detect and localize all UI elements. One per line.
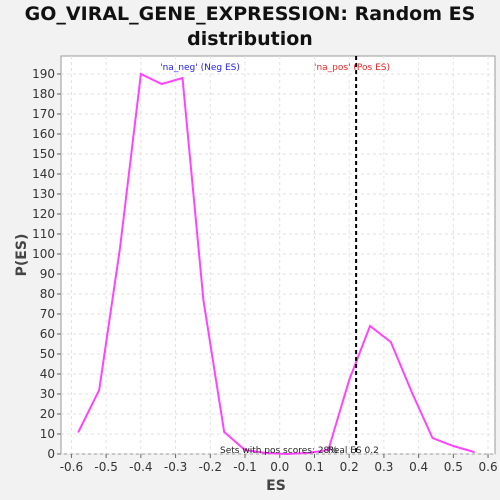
y-tick-label: 10 xyxy=(40,427,55,441)
x-tick-label: 0.6 xyxy=(479,460,498,474)
series-line xyxy=(77,72,475,456)
y-tick-label: 180 xyxy=(32,87,55,101)
x-axis-label: ES xyxy=(266,478,286,494)
y-tick-label: 80 xyxy=(40,287,55,301)
x-tick-label: -0.6 xyxy=(60,460,83,474)
x-tick-label: 0.4 xyxy=(409,460,428,474)
data-point xyxy=(285,453,288,455)
data-point xyxy=(369,325,371,327)
data-point xyxy=(327,449,330,451)
grid-lines xyxy=(61,56,495,455)
data-point xyxy=(98,389,100,391)
series-layer xyxy=(77,72,475,456)
data-point xyxy=(473,451,475,453)
pos-es-annotation: 'na_pos' (Pos ES) xyxy=(314,63,390,73)
y-tick-label: 160 xyxy=(32,127,55,141)
x-tick-label: 0.0 xyxy=(270,460,289,474)
data-point xyxy=(348,379,350,381)
y-tick-label: 70 xyxy=(40,307,55,321)
plot-area xyxy=(60,55,496,455)
y-tick-label: 50 xyxy=(40,347,55,361)
y-axis: 0 10 20 30 40 50 60 70 80 90 100 110 120 130 140 150 160… xyxy=(32,67,61,461)
data-point xyxy=(160,83,163,85)
y-axis-label: P(ES) xyxy=(14,234,30,277)
y-tick-label: 110 xyxy=(32,227,55,241)
x-tick-label: -0.5 xyxy=(94,460,117,474)
x-tick-label: -0.3 xyxy=(164,460,187,474)
y-tick-label: 170 xyxy=(32,107,55,121)
x-tick-label: -0.1 xyxy=(233,460,256,474)
data-point xyxy=(223,431,225,433)
x-tick-label: 0.3 xyxy=(374,460,393,474)
data-point xyxy=(452,445,455,447)
real-es-annotation: Real ES 0.2 xyxy=(328,446,379,456)
y-tick-label: 20 xyxy=(40,407,55,421)
y-tick-label: 100 xyxy=(32,247,55,261)
y-tick-label: 60 xyxy=(40,327,55,341)
y-tick-label: 130 xyxy=(32,187,55,201)
neg-es-annotation: 'na_neg' (Neg ES) xyxy=(160,63,240,73)
chart-title-line1: GO_VIRAL_GENE_EXPRESSION: Random ES xyxy=(24,3,476,25)
y-tick-label: 150 xyxy=(32,147,55,161)
x-axis: -0.6 -0.5 -0.4 -0.3 -0.2 -0.1 0.0 0.1 0.2 0.3 0.4 0… xyxy=(60,454,498,474)
y-tick-label: 190 xyxy=(32,67,55,81)
chart-title-line2: distribution xyxy=(187,28,313,50)
y-tick-label: 140 xyxy=(32,167,55,181)
y-tick-label: 0 xyxy=(47,447,55,461)
y-tick-label: 40 xyxy=(40,367,55,381)
data-point xyxy=(244,449,246,451)
x-tick-label: 0.5 xyxy=(444,460,463,474)
data-point xyxy=(410,391,413,393)
x-tick-label: -0.2 xyxy=(199,460,222,474)
chart-title: GO_VIRAL_GENE_EXPRESSION: Random ES dist… xyxy=(0,2,500,52)
data-point xyxy=(140,73,142,75)
y-tick-label: 120 xyxy=(32,207,55,221)
sets-pos-scores-annotation: Sets with pos scores: 28% xyxy=(220,446,338,456)
x-tick-label: -0.4 xyxy=(129,460,152,474)
data-point xyxy=(265,452,267,454)
y-tick-label: 90 xyxy=(40,267,55,281)
data-point xyxy=(431,437,434,439)
data-point xyxy=(202,299,205,301)
data-point xyxy=(119,247,121,249)
x-tick-label: 0.1 xyxy=(305,460,324,474)
x-tick-label: 0.2 xyxy=(340,460,359,474)
y-tick-label: 30 xyxy=(40,387,55,401)
data-point xyxy=(306,452,309,454)
data-point xyxy=(77,431,80,433)
data-point xyxy=(390,341,392,343)
data-point xyxy=(181,77,184,79)
